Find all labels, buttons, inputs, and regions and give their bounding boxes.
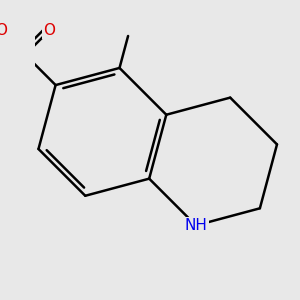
- Text: NH: NH: [184, 218, 207, 233]
- Text: O: O: [44, 23, 56, 38]
- Text: O: O: [0, 23, 7, 38]
